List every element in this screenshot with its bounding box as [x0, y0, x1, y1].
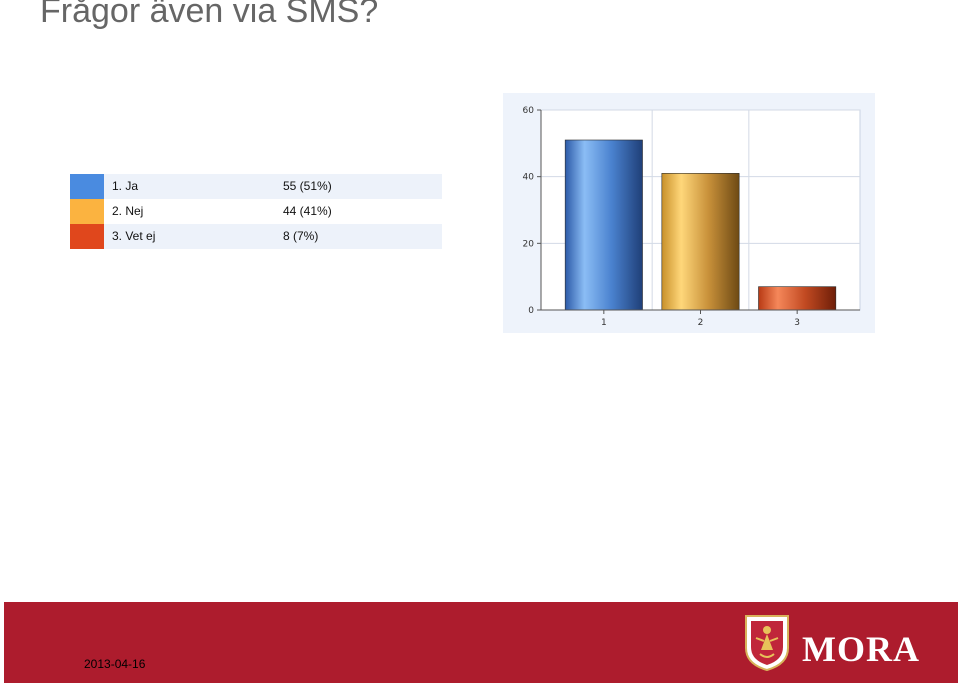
y-tick-label: 60	[523, 106, 535, 116]
logo-text: MORA	[802, 629, 920, 669]
legend: 1. Ja 55 (51%) 2. Nej 44 (41%) 3. Vet ej…	[70, 174, 442, 249]
legend-row: 3. Vet ej 8 (7%)	[70, 224, 442, 249]
legend-label: 2. Nej	[112, 204, 144, 218]
x-tick-label: 1	[601, 318, 607, 328]
legend-value: 55 (51%)	[283, 179, 332, 193]
y-axis: 0 20 40 60	[523, 106, 542, 316]
footer: 2013-04-16 MORA	[4, 602, 958, 683]
legend-swatch	[70, 224, 104, 249]
bar-chart: 0 20 40 60 1 2 3	[503, 93, 875, 333]
footer-date: 2013-04-16	[84, 657, 146, 671]
legend-swatch	[70, 199, 104, 224]
bar	[661, 173, 740, 311]
legend-row: 1. Ja 55 (51%)	[70, 174, 442, 199]
legend-row: 2. Nej 44 (41%)	[70, 199, 442, 224]
crest-icon	[745, 615, 789, 672]
x-tick-label: 2	[698, 318, 704, 328]
y-tick-label: 0	[528, 306, 534, 316]
legend-swatch	[70, 174, 104, 199]
legend-value: 44 (41%)	[283, 204, 332, 218]
bar	[564, 139, 643, 311]
legend-label: 3. Vet ej	[112, 229, 156, 243]
mora-logo: MORA	[744, 614, 934, 678]
bar	[758, 286, 837, 311]
y-tick-label: 40	[523, 173, 535, 183]
bars	[564, 139, 837, 311]
legend-value: 8 (7%)	[283, 229, 319, 243]
page-title: Frågor även via SMS?	[40, 0, 379, 30]
y-tick-label: 20	[523, 239, 535, 249]
x-tick-label: 3	[794, 318, 800, 328]
x-axis: 1 2 3	[541, 309, 860, 328]
legend-label: 1. Ja	[112, 179, 139, 193]
